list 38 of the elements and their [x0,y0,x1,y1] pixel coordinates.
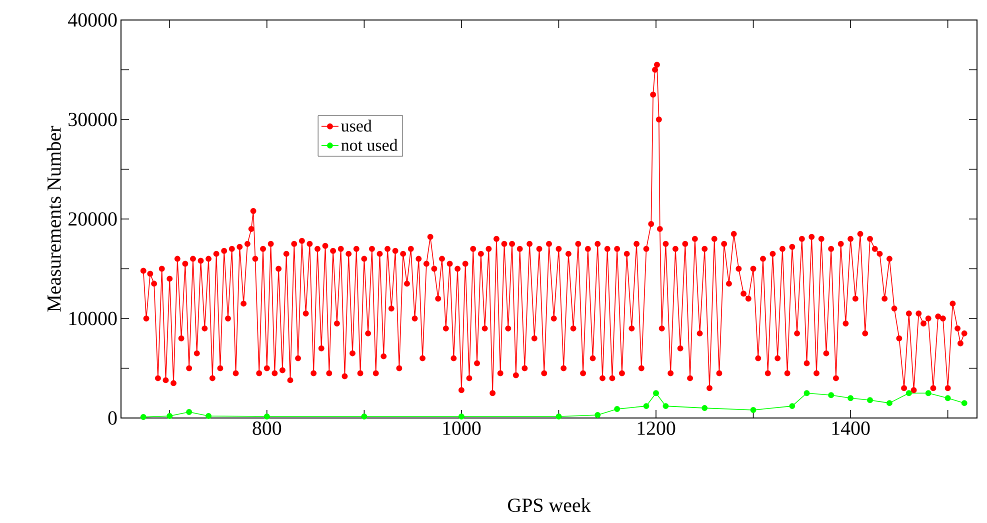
point [643,403,650,410]
x-tick-label: 1400 [832,422,870,435]
point [961,400,968,406]
point [944,395,951,402]
point [886,400,892,406]
legend-label: not used [341,138,398,151]
x-axis-title: GPS week [508,498,591,512]
x-tick-label: 800 [252,422,282,435]
point [828,392,834,398]
point [750,407,756,414]
x-tick-label: 1000 [443,422,481,435]
y-tick-label: 10000 [69,312,117,326]
point [653,390,659,396]
point [614,406,620,412]
y-tick-label: 20000 [68,212,117,226]
legend-label: used [341,120,372,132]
point [458,414,464,420]
point [206,413,212,419]
point [789,403,796,410]
point [925,390,932,396]
y-tick-label: 0 [108,411,117,425]
point [867,397,873,404]
y-axis-title: Measurements Number [46,126,61,312]
point [662,403,669,410]
point [186,409,192,416]
point [804,390,810,396]
point [166,413,173,419]
point [906,390,912,396]
point [264,414,270,420]
point [140,414,146,420]
x-tick-label: 1200 [638,422,676,435]
point [556,414,562,420]
y-tick-label: 30000 [68,112,117,126]
point [848,395,854,402]
point [361,414,368,420]
point [702,405,708,412]
y-tick-label: 40000 [68,13,117,27]
point [594,412,601,418]
